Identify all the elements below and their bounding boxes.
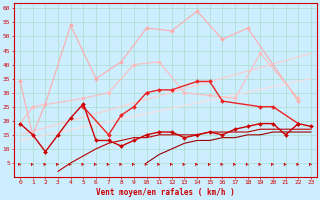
X-axis label: Vent moyen/en rafales ( km/h ): Vent moyen/en rafales ( km/h ): [96, 188, 235, 197]
